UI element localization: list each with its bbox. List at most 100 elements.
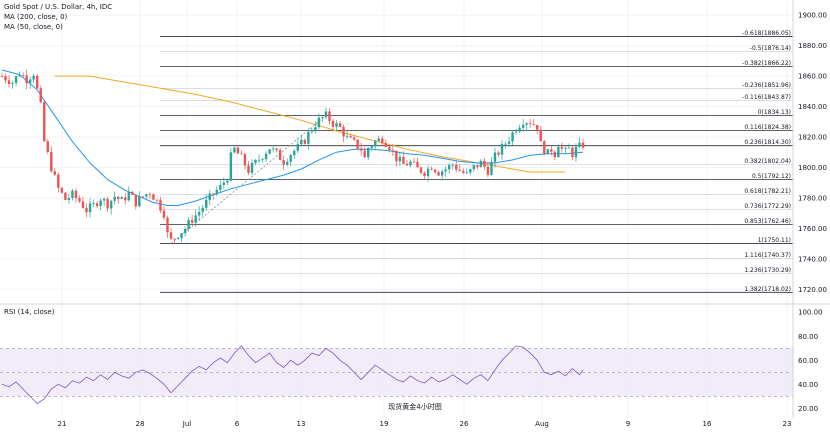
candle	[46, 139, 49, 155]
candle-body	[402, 156, 405, 164]
candle-body	[21, 75, 25, 77]
candle-body	[310, 129, 314, 132]
candle-body	[159, 199, 162, 211]
candle-body	[229, 152, 233, 181]
candle-body	[25, 75, 28, 84]
fib-level-label: 0.618(1782.21)	[744, 188, 791, 195]
candle	[95, 201, 99, 209]
candle	[409, 159, 412, 168]
candle	[328, 108, 331, 125]
candle-body	[39, 88, 42, 103]
candle-body	[483, 160, 486, 167]
fib-level-label: 0.116(1824.38)	[744, 124, 791, 131]
candle-body	[374, 140, 377, 147]
candle-body	[28, 79, 32, 84]
candle	[67, 193, 71, 204]
candle	[465, 168, 468, 175]
candle-body	[222, 182, 226, 185]
candle	[514, 128, 518, 135]
candle-body	[282, 160, 285, 165]
candle-body	[300, 139, 303, 145]
candle-body	[521, 124, 525, 128]
candle-body	[352, 137, 356, 140]
x-tick-label: 13	[297, 420, 306, 428]
price-tick-label: 1880.00	[798, 42, 827, 50]
candle-body	[493, 152, 497, 162]
candle	[71, 188, 74, 201]
candle-body	[349, 136, 352, 138]
candle	[469, 168, 472, 176]
candle-body	[317, 117, 321, 128]
candle-body	[335, 123, 338, 127]
rsi-tick-label: 20.00	[798, 405, 818, 413]
rsi-tick-label: 60.00	[798, 357, 818, 365]
candle	[124, 193, 127, 205]
candle-body	[437, 172, 440, 176]
candle-body	[7, 80, 11, 85]
candle	[127, 186, 130, 202]
candle-body	[578, 142, 581, 147]
candle	[423, 171, 426, 180]
candle	[352, 135, 356, 142]
candle-body	[342, 126, 345, 137]
candle-body	[219, 184, 222, 190]
candle	[271, 145, 275, 153]
candle-body	[46, 141, 49, 153]
candle	[574, 143, 578, 162]
candle	[36, 74, 39, 90]
candle-body	[462, 170, 465, 173]
candle-body	[205, 199, 208, 208]
candle-body	[377, 138, 380, 141]
candle	[282, 155, 285, 170]
candle	[278, 147, 282, 161]
candle-body	[472, 165, 476, 170]
candle	[370, 144, 373, 152]
candle	[39, 85, 42, 104]
candle-body	[405, 163, 409, 166]
candle	[194, 209, 197, 227]
candle-body	[553, 151, 557, 158]
fib-level-label: -0.382(1866.22)	[742, 60, 791, 67]
candle-body	[117, 196, 120, 199]
candle	[490, 157, 493, 176]
x-tick-label: 23	[783, 420, 792, 428]
candle-body	[381, 138, 384, 144]
fibonacci-retracement[interactable]: -0.618(1886.05) -0.5(1876.14) -0.382(1866.…	[160, 30, 793, 293]
x-tick-label: Aug	[535, 420, 549, 428]
candle-body	[367, 148, 370, 158]
candle-body	[289, 155, 292, 162]
candle	[455, 160, 458, 173]
candle-body	[257, 159, 261, 161]
candle-body	[557, 146, 560, 158]
candle	[155, 199, 159, 203]
rsi-tick-label: 80.00	[798, 333, 818, 341]
candle-body	[571, 147, 574, 158]
fib-level-label: 0.5(1792.12)	[752, 173, 791, 180]
candle-body	[395, 150, 398, 162]
candle	[493, 147, 497, 168]
candle	[120, 195, 123, 200]
candle-body	[328, 111, 331, 121]
candle-body	[507, 141, 511, 144]
candle	[102, 197, 106, 207]
price-tick-label: 1780.00	[798, 194, 827, 202]
candle	[293, 149, 296, 160]
candle-body	[518, 127, 521, 132]
candle	[53, 168, 57, 177]
candle-body	[567, 147, 571, 149]
candle	[426, 165, 430, 182]
candle-body	[166, 217, 169, 233]
candle	[57, 172, 60, 193]
candle-body	[476, 165, 479, 168]
candle-body	[409, 161, 412, 166]
candle	[571, 145, 574, 161]
candle	[437, 170, 440, 177]
chart-title: Gold Spot / U.S. Dollar, 4h, IDC	[4, 3, 113, 11]
candle	[384, 139, 388, 148]
candle	[159, 196, 162, 214]
candle-body	[0, 76, 4, 77]
candle-body	[95, 203, 99, 207]
candle	[381, 135, 384, 146]
